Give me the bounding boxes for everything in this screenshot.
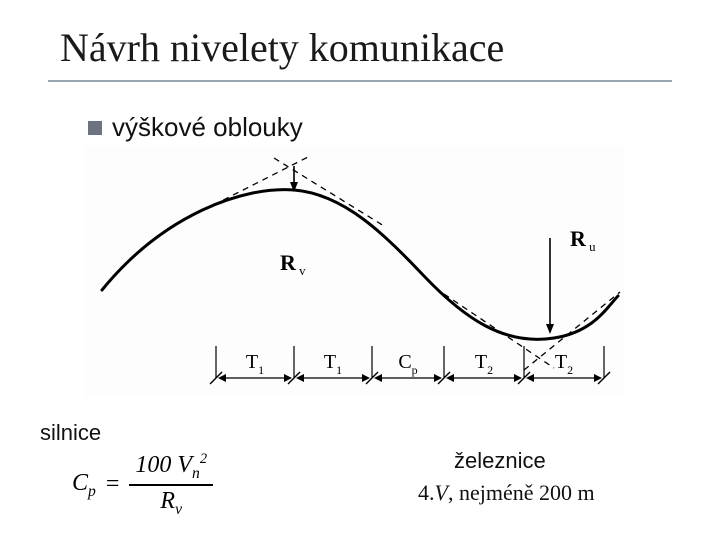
rail-rule-suffix: , nejméně 200 m xyxy=(448,480,595,505)
formula-lhs-sub: p xyxy=(88,482,96,499)
page-title: Návrh nivelety komunikace xyxy=(60,24,504,71)
formula-lhs-var: C xyxy=(72,470,88,496)
formula-lhs: Cp xyxy=(72,470,96,501)
formula-fraction: 100 Vn2 Rv xyxy=(129,452,213,518)
den-sub: v xyxy=(175,501,182,518)
vertical-curve-diagram: T1T1CpT2T2R vR u xyxy=(84,146,624,396)
diagram-svg: T1T1CpT2T2R vR u xyxy=(84,146,624,396)
fraction-bar xyxy=(129,484,213,486)
num-const: 100 xyxy=(135,452,171,478)
num-sup: 2 xyxy=(200,451,207,467)
road-label: silnice xyxy=(40,420,101,446)
rail-label: železnice xyxy=(454,448,546,474)
cp-formula: Cp = 100 Vn2 Rv xyxy=(72,452,282,522)
den-var: R xyxy=(160,488,175,514)
rail-rule-text: 4.V, nejméně 200 m xyxy=(418,480,595,506)
num-var: V xyxy=(177,452,192,478)
bullet-square-icon xyxy=(88,121,102,135)
rail-rule-prefix: 4. xyxy=(418,480,435,505)
rail-rule-var: V xyxy=(435,480,448,505)
slide: Návrh nivelety komunikace výškové oblouk… xyxy=(0,0,720,540)
equals-sign: = xyxy=(106,471,120,498)
bullet-row: výškové oblouky xyxy=(88,112,303,143)
bullet-text: výškové oblouky xyxy=(112,112,303,143)
formula-numerator: 100 Vn2 xyxy=(129,452,213,482)
title-underline xyxy=(48,80,672,82)
formula-denominator: Rv xyxy=(154,488,188,518)
num-sub: n xyxy=(192,465,200,482)
